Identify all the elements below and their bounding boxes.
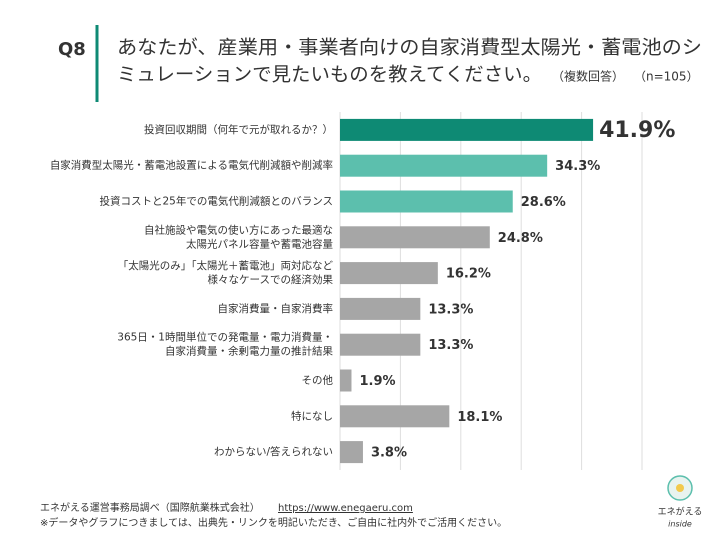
- category-line: 太陽光パネル容量や蓄電池容量: [186, 237, 333, 250]
- category-label: 「太陽光のみ」「太陽光＋蓄電池」両対応など様々なケースでの経済効果: [118, 259, 334, 286]
- category-label: 投資回収期間（何年で元が取れるか？）: [144, 123, 333, 136]
- category-line: 自家消費量・自家消費率: [218, 302, 334, 315]
- value-label: 13.3%: [428, 338, 473, 353]
- category-line: 投資回収期間（何年で元が取れるか？）: [144, 123, 333, 136]
- category-label: 自家消費量・自家消費率: [218, 302, 334, 315]
- source-link[interactable]: https://www.enegaeru.com: [278, 503, 413, 514]
- title-line: あなたが、産業用・事業者向けの自家消費型太陽光・蓄電池のシ: [117, 37, 702, 59]
- category-line: 様々なケースでの経済効果: [208, 273, 334, 286]
- category-label: 特になし: [291, 410, 333, 422]
- logo-name: エネがえる: [658, 506, 703, 518]
- category-label: わからない/答えられない: [214, 445, 333, 458]
- question-number: Q8: [58, 39, 86, 60]
- source: エネがえる運営事務局調べ（国際航業株式会社）: [40, 501, 260, 514]
- bar: [340, 226, 490, 249]
- category-label: 自家消費型太陽光・蓄電池設置による電気代削減額や削減率: [50, 159, 333, 172]
- category-line: その他: [302, 374, 334, 387]
- category-line: 特になし: [291, 410, 333, 422]
- category-label: 365日・1時間単位での発電量・電力消費量・自家消費量・余剰電力量の推計結果: [117, 331, 333, 358]
- category-line: 自社施設や電気の使い方にあった最適な: [144, 223, 333, 236]
- category-line: 365日・1時間単位での発電量・電力消費量・: [117, 331, 333, 344]
- category-line: 「太陽光のみ」「太陽光＋蓄電池」両対応など: [118, 259, 334, 272]
- bar: [340, 154, 548, 177]
- bar: [340, 441, 363, 464]
- note-multi: （複数回答）: [552, 69, 624, 84]
- category-line: 自家消費量・余剰電力量の推計結果: [165, 345, 333, 358]
- value-label: 24.8%: [498, 231, 543, 246]
- category-line: わからない/答えられない: [214, 445, 333, 458]
- value-label: 41.9%: [599, 118, 675, 143]
- value-label: 28.6%: [521, 195, 566, 210]
- logo-icon-dot: [676, 484, 684, 492]
- bar: [340, 118, 594, 141]
- category-label: その他: [302, 374, 334, 387]
- value-label: 3.8%: [371, 446, 407, 461]
- value-label: 34.3%: [555, 159, 600, 174]
- bar: [340, 297, 421, 320]
- category-label: 自社施設や電気の使い方にあった最適な太陽光パネル容量や蓄電池容量: [144, 223, 333, 250]
- category-label: 投資コストと25年での電気代削減額とのバランス: [99, 195, 333, 208]
- logo-sub: inside: [668, 520, 692, 529]
- bar: [340, 190, 513, 213]
- bar: [340, 262, 438, 285]
- value-label: 1.9%: [359, 374, 395, 389]
- category-line: 投資コストと25年での電気代削減額とのバランス: [99, 195, 333, 208]
- category-line: 自家消費型太陽光・蓄電池設置による電気代削減額や削減率: [50, 159, 333, 172]
- usage-note: ※データやグラフにつきましては、出典先・リンクを明記いただき、ご自由に社内外でご…: [40, 516, 507, 529]
- value-label: 16.2%: [446, 267, 491, 282]
- bar: [340, 369, 352, 392]
- value-label: 13.3%: [428, 302, 473, 317]
- note-n: （n=105）: [634, 70, 699, 84]
- bar: [340, 405, 450, 428]
- bar: [340, 333, 421, 356]
- title-line: ミュレーションで見たいものを教えてください。: [117, 64, 542, 86]
- value-label: 18.1%: [457, 410, 502, 425]
